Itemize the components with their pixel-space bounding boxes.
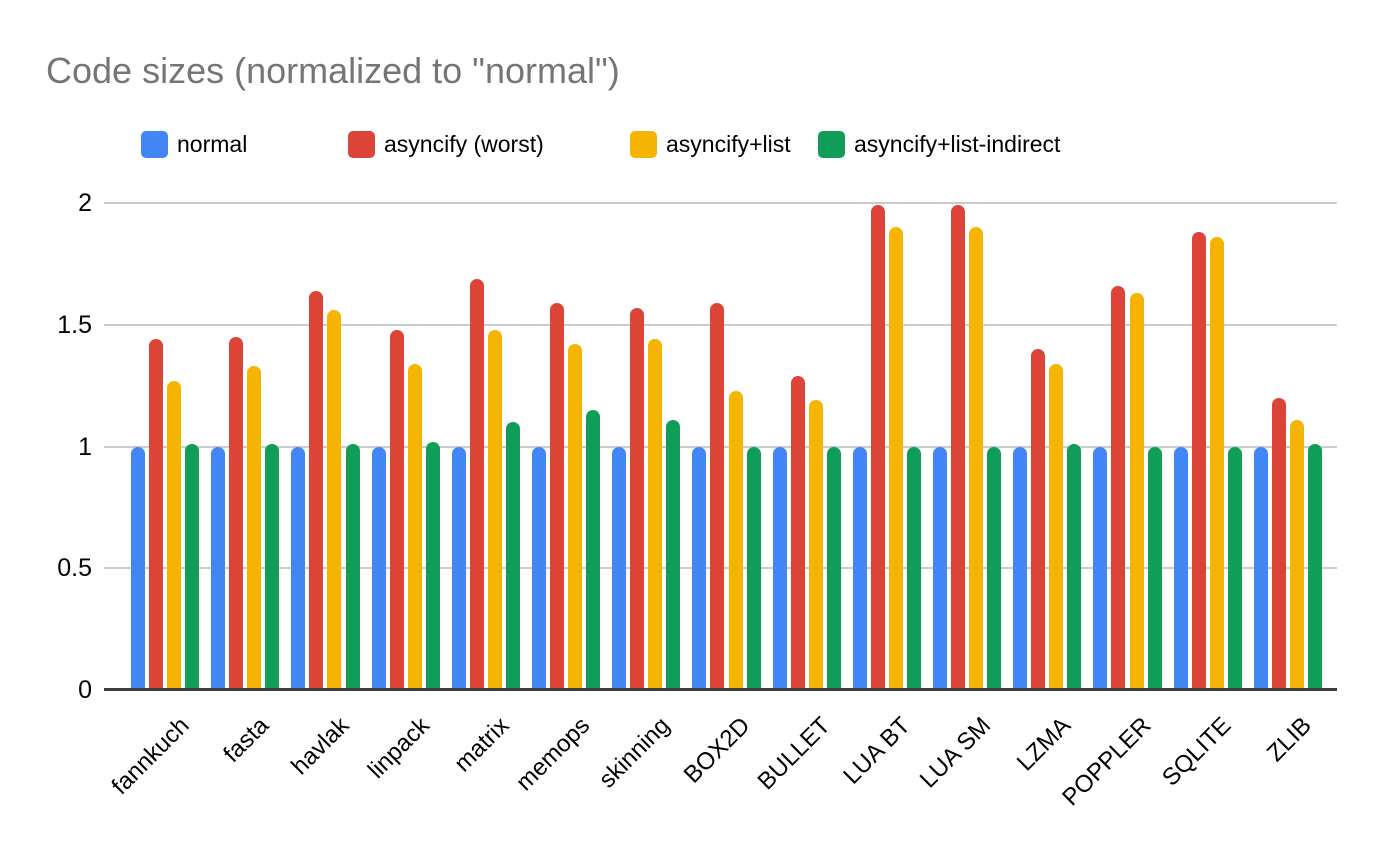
bar-normal-memops[interactable]: [531, 446, 546, 690]
bar-asyncify-list-indirect-matrix[interactable]: [506, 422, 520, 690]
bar-asyncify-list-indirect-havlak[interactable]: [345, 444, 360, 690]
legend-swatch-icon: [630, 131, 657, 158]
chart-title: Code sizes (normalized to "normal"): [46, 50, 620, 91]
bar-asyncify-list-indirect-box2d[interactable]: [746, 446, 761, 690]
bar-asyncify-list-fasta[interactable]: [247, 366, 262, 690]
y-axis-tick-label-1.5: 1.5: [57, 311, 92, 339]
x-axis-label-lua-bt: LUA BT: [838, 712, 916, 790]
bar-asyncify-worst-lua-sm[interactable]: [951, 205, 965, 690]
bar-normal-lzma[interactable]: [1013, 446, 1028, 690]
bar-normal-lua-bt[interactable]: [852, 446, 867, 690]
x-axis-label-matrix: matrix: [449, 712, 515, 778]
bar-asyncify-worst-bullet[interactable]: [790, 375, 805, 690]
bar-asyncify-list-fannkuch[interactable]: [167, 380, 182, 690]
bar-asyncify-list-havlak[interactable]: [327, 310, 342, 690]
gridline-y-2: [104, 202, 1337, 204]
bar-asyncify-list-indirect-memops[interactable]: [586, 410, 601, 690]
bar-asyncify-list-poppler[interactable]: [1129, 293, 1144, 690]
bar-asyncify-list-indirect-sqlite[interactable]: [1227, 446, 1242, 690]
bar-asyncify-worst-linpack[interactable]: [389, 329, 404, 690]
bar-asyncify-list-indirect-bullet[interactable]: [826, 446, 841, 690]
bar-normal-fannkuch[interactable]: [130, 446, 145, 690]
bar-normal-matrix[interactable]: [451, 446, 466, 690]
bar-normal-fasta[interactable]: [211, 446, 225, 690]
bar-asyncify-list-box2d[interactable]: [728, 390, 743, 690]
bar-asyncify-list-lzma[interactable]: [1049, 363, 1064, 690]
y-axis-tick-label-2: 2: [78, 189, 92, 217]
bar-asyncify-list-zlib[interactable]: [1289, 419, 1304, 690]
bar-normal-box2d[interactable]: [692, 446, 707, 690]
bar-asyncify-list-lua-sm[interactable]: [969, 227, 984, 690]
x-axis-label-lzma: LZMA: [1011, 712, 1077, 777]
legend-label: asyncify+list-indirect: [854, 131, 1061, 157]
bar-asyncify-list-lua-bt[interactable]: [888, 227, 903, 690]
bar-normal-bullet[interactable]: [772, 446, 787, 690]
legend-swatch-icon: [348, 131, 375, 158]
legend-item-asyncify-list-indirect[interactable]: asyncify+list-indirect: [818, 131, 1060, 158]
legend-item-normal[interactable]: normal: [141, 131, 247, 158]
legend-item-asyncify-list[interactable]: asyncify+list: [630, 131, 791, 158]
bar-asyncify-list-matrix[interactable]: [487, 329, 502, 690]
x-axis-label-skinning: skinning: [593, 712, 676, 794]
bar-asyncify-list-indirect-lzma[interactable]: [1067, 444, 1082, 690]
bar-asyncify-worst-fasta[interactable]: [229, 336, 244, 690]
bar-asyncify-worst-matrix[interactable]: [469, 278, 484, 690]
legend-item-asyncify-worst[interactable]: asyncify (worst): [348, 131, 544, 158]
x-axis-line: [104, 688, 1337, 691]
bar-normal-linpack[interactable]: [371, 446, 386, 690]
y-axis-tick-label-0: 0: [78, 676, 92, 704]
bar-asyncify-list-sqlite[interactable]: [1209, 237, 1224, 690]
bar-normal-lua-sm[interactable]: [932, 446, 947, 690]
bar-asyncify-worst-lzma[interactable]: [1031, 349, 1046, 690]
x-axis-label-zlib: ZLIB: [1261, 712, 1317, 767]
bar-asyncify-list-indirect-linpack[interactable]: [425, 441, 440, 690]
bar-asyncify-worst-memops[interactable]: [550, 302, 564, 690]
x-axis-label-memops: memops: [510, 712, 596, 797]
legend-swatch-icon: [141, 131, 168, 158]
y-axis-tick-label-1: 1: [78, 433, 92, 461]
chart-legend: normal asyncify (worst) asyncify+list as…: [0, 131, 1379, 159]
bar-asyncify-list-indirect-zlib[interactable]: [1307, 444, 1322, 690]
bar-asyncify-list-indirect-fannkuch[interactable]: [185, 444, 200, 690]
legend-label: asyncify+list: [666, 131, 791, 157]
bar-asyncify-list-skinning[interactable]: [648, 339, 663, 690]
bar-asyncify-list-indirect-lua-bt[interactable]: [907, 446, 921, 690]
bar-asyncify-list-indirect-fasta[interactable]: [265, 444, 280, 690]
bar-normal-sqlite[interactable]: [1173, 446, 1188, 690]
bar-asyncify-worst-fannkuch[interactable]: [148, 339, 163, 690]
legend-label: asyncify (worst): [384, 131, 544, 157]
x-axis-label-havlak: havlak: [286, 712, 355, 781]
legend-swatch-icon: [818, 131, 845, 158]
y-axis-tick-label-0.5: 0.5: [57, 554, 92, 582]
bar-normal-havlak[interactable]: [291, 446, 306, 690]
bar-normal-poppler[interactable]: [1093, 446, 1108, 690]
bar-asyncify-worst-skinning[interactable]: [630, 307, 645, 690]
bar-asyncify-list-indirect-lua-sm[interactable]: [987, 446, 1002, 690]
bar-asyncify-worst-zlib[interactable]: [1271, 397, 1286, 690]
bar-asyncify-list-memops[interactable]: [568, 344, 583, 690]
bar-asyncify-worst-box2d[interactable]: [710, 302, 725, 690]
bar-normal-skinning[interactable]: [612, 446, 627, 690]
x-axis-label-linpack: linpack: [362, 712, 435, 784]
x-axis-label-box2d: BOX2D: [678, 712, 756, 789]
x-axis-label-bullet: BULLET: [752, 712, 836, 796]
bar-asyncify-worst-havlak[interactable]: [309, 290, 324, 690]
bar-asyncify-worst-lua-bt[interactable]: [870, 205, 885, 690]
bar-asyncify-list-indirect-skinning[interactable]: [666, 419, 681, 690]
bar-asyncify-list-indirect-poppler[interactable]: [1147, 446, 1162, 690]
bar-asyncify-worst-sqlite[interactable]: [1191, 232, 1206, 690]
x-axis-label-fannkuch: fannkuch: [106, 712, 195, 800]
bar-normal-zlib[interactable]: [1253, 446, 1268, 690]
legend-label: normal: [177, 131, 248, 157]
x-axis-label-fasta: fasta: [218, 712, 275, 768]
bar-asyncify-list-bullet[interactable]: [808, 400, 823, 690]
x-axis-label-lua-sm: LUA SM: [914, 712, 997, 794]
bar-asyncify-worst-poppler[interactable]: [1111, 285, 1126, 690]
bar-asyncify-list-linpack[interactable]: [407, 363, 422, 690]
x-axis-label-sqlite: SQLITE: [1157, 712, 1237, 792]
